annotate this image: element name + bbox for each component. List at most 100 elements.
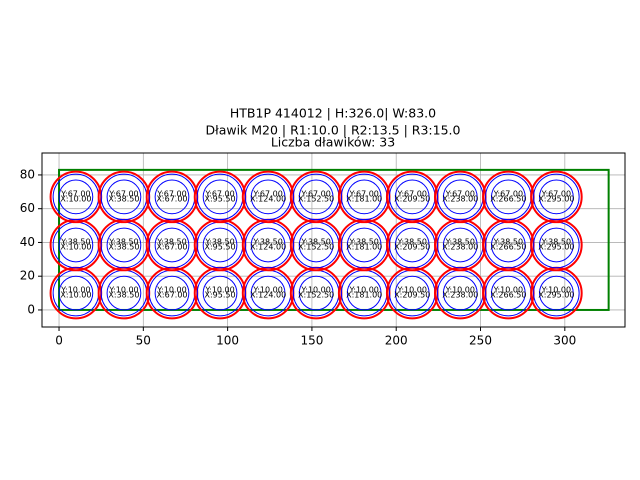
gland-circle (202, 227, 238, 263)
point-label: Y:67.00 (348, 189, 378, 198)
point-label: X:266.50 (490, 291, 526, 300)
gland-circle (394, 227, 430, 263)
gland-circle (250, 275, 286, 311)
gland-circle (106, 227, 142, 263)
gland-circle (250, 179, 286, 215)
y-tick-label: 40 (20, 235, 35, 249)
gland-circle (530, 170, 583, 224)
gland-circle (394, 275, 430, 311)
point-label: Y:10.00 (204, 286, 234, 295)
plate (58, 168, 610, 311)
point-label: X:38.50 (108, 242, 139, 251)
gland-circle (154, 275, 190, 311)
point-label: X:181.00 (346, 242, 382, 251)
point-label: Y:67.00 (108, 189, 138, 198)
gland-circle (533, 173, 580, 221)
gland-circle (298, 275, 334, 311)
gland-circle (154, 227, 190, 263)
point-label: Y:38.50 (541, 237, 571, 246)
point-label: X:152.50 (298, 291, 334, 300)
y-tick-label: 80 (20, 167, 35, 181)
gland-circle (394, 179, 430, 215)
point-label: X:124.00 (250, 242, 286, 251)
point-label: X:10.00 (60, 291, 91, 300)
point-label: Y:38.50 (397, 237, 427, 246)
point-label: X:10.00 (60, 194, 91, 203)
gland-circle (58, 275, 94, 311)
point-label: Y:67.00 (204, 189, 234, 198)
point-label: X:67.00 (156, 242, 187, 251)
point-label: Y:10.00 (60, 286, 90, 295)
point-label: X:152.50 (298, 242, 334, 251)
point-label: Y:10.00 (300, 286, 330, 295)
chart-title: Liczba dławików: 33 (271, 135, 395, 150)
gland-circle (202, 275, 238, 311)
point-label: X:238.00 (442, 194, 478, 203)
point-label: Y:38.50 (493, 237, 523, 246)
point-label: Y:10.00 (445, 286, 475, 295)
point-label: X:295.00 (538, 242, 574, 251)
x-tick-label: 0 (55, 334, 63, 348)
point-label: Y:38.50 (108, 237, 138, 246)
point-label: Y:10.00 (493, 286, 523, 295)
x-tick-label: 300 (553, 334, 576, 348)
gland-circle (298, 179, 334, 215)
point-label: X:67.00 (156, 291, 187, 300)
gland-circle (539, 227, 574, 263)
point-label: Y:67.00 (252, 189, 282, 198)
gland-circle (490, 227, 526, 263)
point-label: X:95.50 (204, 242, 235, 251)
x-tick-label: 100 (216, 334, 239, 348)
x-tick-label: 50 (136, 334, 151, 348)
gland-circle (346, 227, 382, 263)
point-label: X:209.50 (394, 242, 430, 251)
point-label: Y:38.50 (348, 237, 378, 246)
point-label: X:266.50 (490, 242, 526, 251)
point-label: Y:10.00 (397, 286, 427, 295)
gland-circle (298, 227, 334, 263)
chart-title: Dławik M20 | R1:10.0 | R2:13.5 | R3:15.0 (206, 123, 461, 138)
point-label: X:67.00 (156, 194, 187, 203)
point-label: Y:67.00 (156, 189, 186, 198)
gland-circle (250, 227, 286, 263)
point-label: Y:38.50 (300, 237, 330, 246)
gland-circle (346, 275, 382, 311)
point-label: X:295.00 (538, 194, 574, 203)
point-label: X:38.50 (108, 291, 139, 300)
point-label: X:95.50 (204, 291, 235, 300)
y-tick-label: 0 (27, 302, 35, 316)
point-label: X:209.50 (394, 194, 430, 203)
x-tick-label: 250 (469, 334, 492, 348)
gland-circle (442, 227, 478, 263)
gland-circle (442, 179, 478, 215)
gland-circle (442, 275, 478, 311)
gland-circle (539, 275, 574, 311)
point-label: X:209.50 (394, 291, 430, 300)
gland-circle (58, 179, 94, 215)
gland-circle (106, 179, 142, 215)
point-label: Y:67.00 (397, 189, 427, 198)
point-label: X:152.50 (298, 194, 334, 203)
point-label: Y:38.50 (445, 237, 475, 246)
gland-circle (58, 227, 94, 263)
axes-frame (41, 152, 626, 328)
point-label: X:38.50 (108, 194, 139, 203)
gland-circle (490, 179, 526, 215)
point-label: X:266.50 (490, 194, 526, 203)
point-label: Y:10.00 (252, 286, 282, 295)
y-tick-label: 20 (20, 269, 35, 283)
point-label: X:124.00 (250, 291, 286, 300)
point-label: X:295.00 (538, 291, 574, 300)
gland-circle (539, 179, 574, 215)
gland-circle (154, 179, 190, 215)
point-label: X:181.00 (346, 291, 382, 300)
point-label: Y:67.00 (445, 189, 475, 198)
gland-circle (106, 275, 142, 311)
point-label: X:95.50 (204, 194, 235, 203)
point-label: Y:67.00 (300, 189, 330, 198)
point-label: Y:10.00 (541, 286, 571, 295)
point-label: Y:38.50 (156, 237, 186, 246)
x-tick-label: 150 (300, 334, 323, 348)
point-label: X:181.00 (346, 194, 382, 203)
